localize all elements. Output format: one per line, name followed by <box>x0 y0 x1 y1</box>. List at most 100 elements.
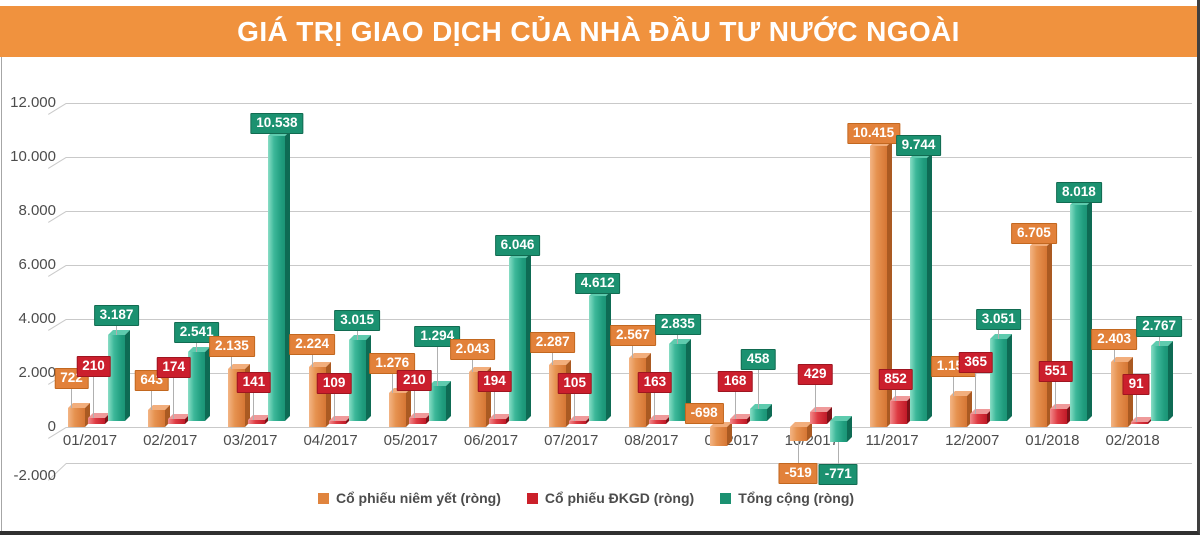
bar-series2-03/2017 <box>248 420 266 424</box>
data-label: 2.043 <box>449 338 496 360</box>
y-axis-tick-label: 12.000 <box>10 94 56 111</box>
bar-series2-08/2017 <box>649 419 667 424</box>
bar-series1-02/2018 <box>1110 362 1128 427</box>
bar-series2-02/2017 <box>168 419 186 424</box>
x-axis-category-label: 02/2017 <box>143 432 198 449</box>
x-axis-category-label: 07/2017 <box>544 432 599 449</box>
bar-series2-06/2017 <box>489 418 506 424</box>
data-label: 2.287 <box>529 332 576 354</box>
bar-series2-12/2007 <box>970 414 988 424</box>
data-label: 168 <box>717 371 753 393</box>
legend-swatch-icon <box>526 492 538 504</box>
data-label: 2.135 <box>208 336 255 358</box>
x-axis-category-label: 02/2018 <box>1105 432 1160 449</box>
data-label: 365 <box>958 352 993 374</box>
gridline <box>66 427 1192 428</box>
data-label-leader-line <box>196 342 198 353</box>
bar-series1-12/2007 <box>950 395 968 427</box>
data-label-leader-line <box>93 376 94 419</box>
y-axis-tick-label: 6.000 <box>18 256 56 273</box>
data-label: 3.015 <box>334 309 380 331</box>
legend-swatch-icon <box>720 492 732 504</box>
data-label: -771 <box>818 463 858 485</box>
data-label: 9.744 <box>895 134 942 156</box>
data-label: 105 <box>557 373 592 395</box>
chart-title-banner: GIÁ TRỊ GIAO DỊCH CỦA NHÀ ĐẦU TƯ NƯỚC NG… <box>0 6 1197 57</box>
data-label-leader-line <box>574 393 576 422</box>
legend-swatch-icon <box>318 492 329 504</box>
bar-series3-05/2017 <box>428 386 446 421</box>
data-label-leader-line <box>998 328 1000 339</box>
data-label-leader-line <box>173 377 175 420</box>
gridline <box>66 157 1192 158</box>
data-label-leader-line <box>757 368 759 409</box>
data-label-leader-line <box>253 392 255 421</box>
x-axis-category-label: 03/2017 <box>223 432 278 449</box>
data-label-leader-line <box>895 388 896 401</box>
data-label: 4.612 <box>574 273 621 295</box>
data-label-leader-line <box>953 375 955 396</box>
x-axis-category-label: 12/2007 <box>945 432 1000 449</box>
data-label-leader-line <box>151 389 153 410</box>
data-label: 6.046 <box>494 234 541 256</box>
data-label: 10.538 <box>250 113 304 135</box>
data-label-leader-line <box>391 372 393 393</box>
gridline <box>66 103 1192 104</box>
chart-legend: Cổ phiếu niêm yết (ròng) Cổ phiếu ĐKGD (r… <box>318 490 854 506</box>
data-label: 551 <box>1038 361 1074 383</box>
gridline <box>66 463 1192 464</box>
data-label-leader-line <box>1135 393 1137 422</box>
data-label-leader-line <box>1158 336 1160 347</box>
bar-series2-04/2017 <box>328 421 346 424</box>
gridline <box>66 319 1192 320</box>
data-label-leader-line <box>632 344 634 358</box>
data-label: 2.767 <box>1136 316 1182 338</box>
data-label-leader-line <box>677 334 679 345</box>
x-axis-category-label: 06/2017 <box>463 432 519 449</box>
bar-series1-01/2018 <box>1030 245 1048 427</box>
data-label: 3.051 <box>975 308 1022 330</box>
y-axis-tick-label: 0 <box>47 418 56 435</box>
data-label: 429 <box>798 364 833 386</box>
data-label-leader-line <box>333 393 335 422</box>
gridline <box>66 211 1192 212</box>
data-label: 2.403 <box>1091 329 1137 351</box>
y-axis-tick-label: 8.000 <box>18 202 56 219</box>
bar-series3-07/2017 <box>589 296 607 421</box>
data-label-leader-line <box>814 384 816 413</box>
bar-series3-03/2017 <box>268 136 286 421</box>
bar-series2-05/2017 <box>408 418 426 424</box>
bar-series3-10/2017 <box>829 421 847 442</box>
legend-label: Tổng cộng (ròng) <box>738 490 855 506</box>
legend-label: Cổ phiếu niêm yết (ròng) <box>336 490 501 506</box>
bar-series3-09/2017 <box>749 408 767 421</box>
data-label: 1.294 <box>414 326 461 348</box>
bar-series1-01/2017 <box>68 407 85 427</box>
data-label-leader-line <box>654 391 656 420</box>
data-label-leader-line <box>356 329 358 340</box>
data-label: 210 <box>76 356 111 378</box>
bar-series3-12/2007 <box>990 338 1008 421</box>
data-label: 8.018 <box>1055 181 1102 203</box>
data-label-leader-line <box>71 387 72 408</box>
data-label: 6.705 <box>1010 222 1057 244</box>
legend-item-series3: Tổng cộng (ròng) <box>720 490 854 506</box>
bar-series3-11/2017 <box>910 157 927 421</box>
data-label-leader-line <box>734 391 736 420</box>
data-label: 852 <box>878 368 913 390</box>
bar-series1-05/2017 <box>388 392 406 427</box>
legend-label: Cổ phiếu ĐKGD (ròng) <box>544 490 695 506</box>
data-label-leader-line <box>837 441 839 464</box>
data-label: 1.276 <box>369 352 416 374</box>
data-label: 163 <box>637 371 673 393</box>
data-label: 194 <box>477 370 512 392</box>
data-label: -519 <box>778 463 818 484</box>
y-axis-tick-label: 10.000 <box>10 148 56 165</box>
data-label: 174 <box>156 357 191 379</box>
x-axis-category-label: 01/2018 <box>1025 432 1080 449</box>
data-label: 458 <box>740 348 776 370</box>
legend-item-series2: Cổ phiếu ĐKGD (ròng) <box>526 490 695 506</box>
x-axis-category-label: 04/2017 <box>303 432 358 449</box>
bar-series3-04/2017 <box>348 339 366 421</box>
